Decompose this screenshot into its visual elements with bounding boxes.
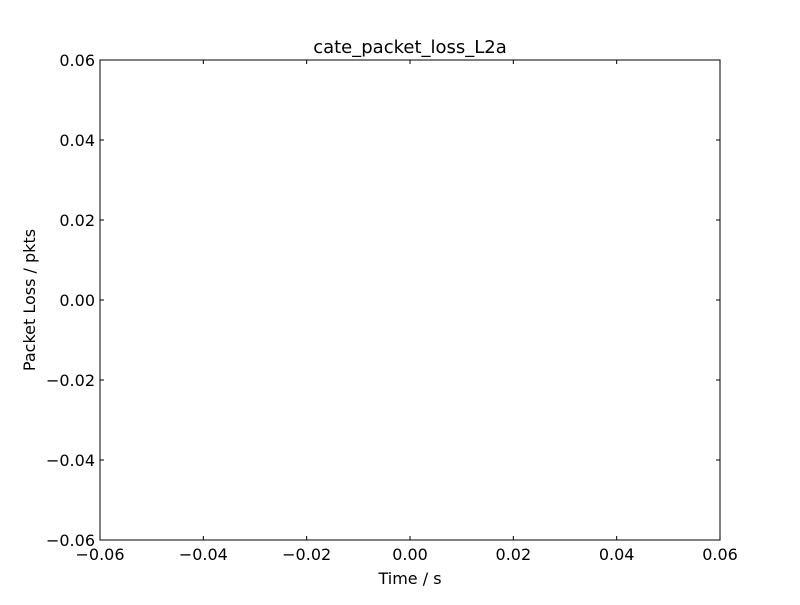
x-axis: −0.06 −0.04 −0.02 0.00 0.02 0.04 0.06 [75, 60, 738, 564]
x-tick-label: 0.04 [599, 545, 635, 564]
y-tick-label: −0.02 [46, 371, 95, 390]
y-axis: −0.06 −0.04 −0.02 0.00 0.02 0.04 0.06 [46, 51, 720, 550]
x-tick-label: 0.02 [496, 545, 532, 564]
y-tick-label: 0.06 [59, 51, 95, 70]
x-tick-label: −0.06 [75, 545, 124, 564]
x-axis-label: Time / s [377, 569, 441, 588]
chart-title: cate_packet_loss_L2a [313, 37, 507, 58]
y-tick-label: 0.00 [59, 291, 95, 310]
y-tick-label: 0.02 [59, 211, 95, 230]
x-tick-label: −0.02 [282, 545, 331, 564]
y-tick-label: 0.04 [59, 131, 95, 150]
x-tick-label: 0.00 [392, 545, 428, 564]
x-tick-label: 0.06 [702, 545, 738, 564]
y-axis-label: Packet Loss / pkts [20, 229, 39, 371]
x-tick-label: −0.04 [179, 545, 228, 564]
plot-area [99, 59, 721, 541]
y-tick-label: −0.04 [46, 451, 95, 470]
y-tick-label: −0.06 [46, 531, 95, 550]
